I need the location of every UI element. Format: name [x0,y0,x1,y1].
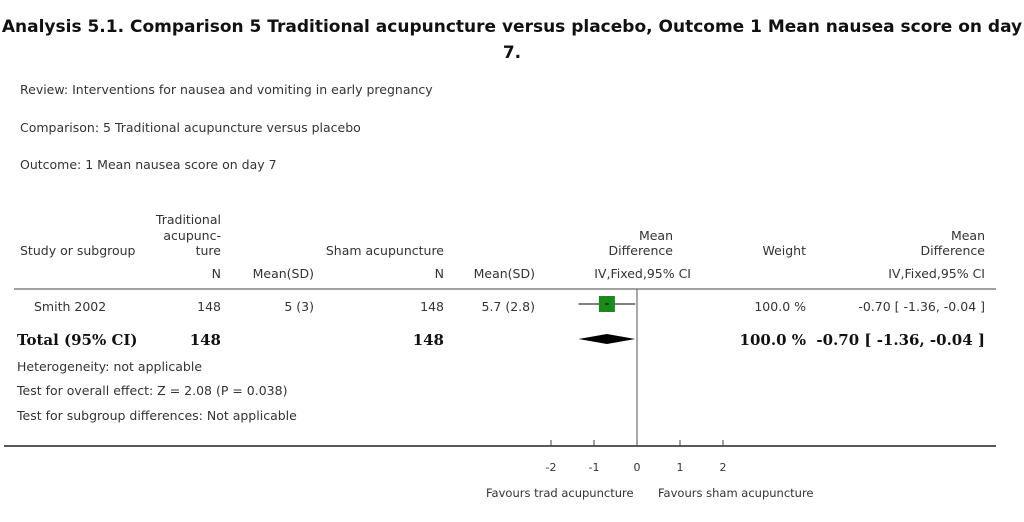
outcome-line: Outcome: 1 Mean nausea score on day 7 [20,157,277,172]
header-trad-line2: acupunc- [163,228,221,243]
header-sham-mean: Mean(SD) [473,266,535,281]
review-line: Review: Interventions for nausea and vom… [20,82,433,97]
study-md-ci: -0.70 [ -1.36, -0.04 ] [858,299,985,314]
title-line-2: 7. [502,43,522,63]
total-weight: 100.0 % [739,331,806,349]
header-md-line3: IV,Fixed,95% CI [594,266,691,281]
header-md-line1: Mean [638,228,673,243]
favours-left-label: Favours trad acupuncture [486,486,634,500]
header-trad-line3: ture [195,243,221,258]
header-sham: Sham acupuncture [325,243,444,258]
study-sham-mean-sd: 5.7 (2.8) [481,299,536,314]
favours-right-label: Favours sham acupuncture [658,486,814,500]
header-md2-line1: Mean [950,228,985,243]
header-trad-mean: Mean(SD) [252,266,314,281]
header-trad-n: N [211,266,221,281]
header-study: Study or subgroup [20,243,136,258]
total-md-ci: -0.70 [ -1.36, -0.04 ] [816,331,985,349]
page-title: Analysis 5.1. Comparison 5 Traditional a… [0,14,1024,66]
header-md-line2: Difference [608,243,673,258]
x-tick-label: 2 [720,461,727,474]
comparison-line: Comparison: 5 Traditional acupuncture ve… [20,120,361,135]
x-tick-label: -2 [546,461,557,474]
header-trad-line1: Traditional [155,212,221,227]
x-tick-label: 0 [634,461,641,474]
title-line-1: Analysis 5.1. Comparison 5 Traditional a… [1,17,1023,37]
header-sham-n: N [434,266,444,281]
x-tick-label: -1 [589,461,600,474]
study-weight: 100.0 % [754,299,806,314]
overall-effect-note: Test for overall effect: Z = 2.08 (P = 0… [17,383,288,398]
study-name: Smith 2002 [34,299,107,314]
total-effect-diamond [578,334,636,344]
study-trad-n: 148 [197,299,221,314]
study-sham-n: 148 [420,299,444,314]
header-md2-line3: IV,Fixed,95% CI [888,266,985,281]
heterogeneity-note: Heterogeneity: not applicable [17,359,203,374]
total-trad-n: 148 [189,331,221,349]
total-sham-n: 148 [412,331,444,349]
subgroup-note: Test for subgroup differences: Not appli… [17,408,297,423]
header-weight: Weight [762,243,806,258]
header-md2-line2: Difference [920,243,985,258]
study-trad-mean-sd: 5 (3) [284,299,314,314]
total-label: Total (95% CI) [17,331,138,349]
x-tick-label: 1 [677,461,684,474]
